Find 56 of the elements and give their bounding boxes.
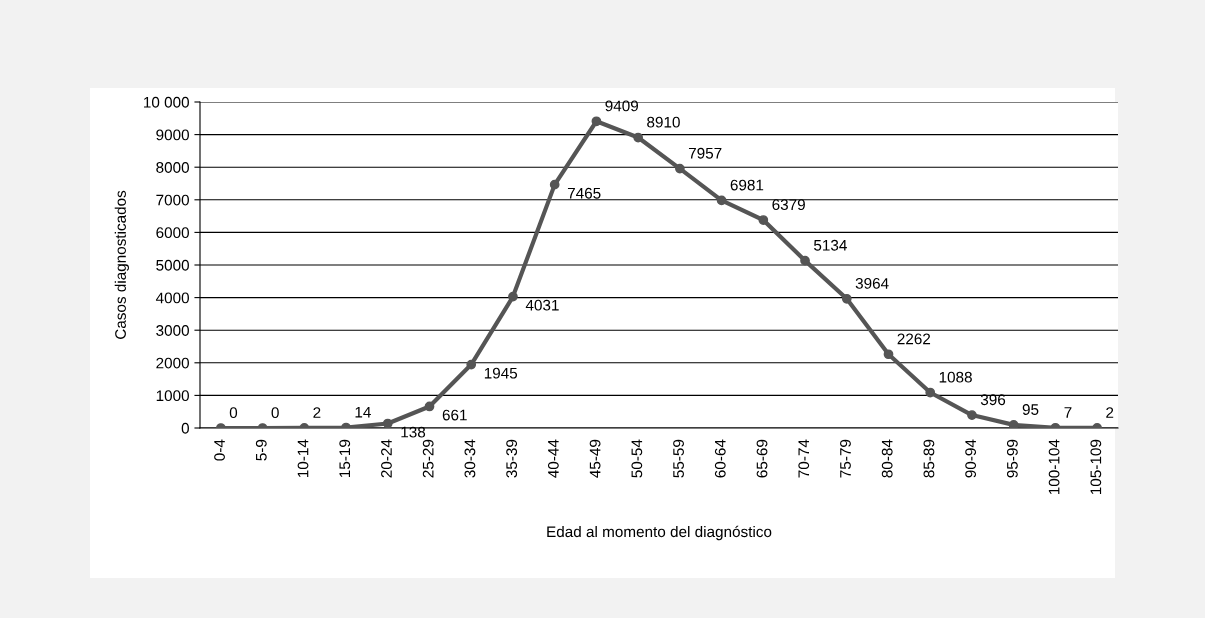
data-label: 1088 xyxy=(939,371,972,383)
data-label: 14 xyxy=(355,406,371,418)
data-label: 2 xyxy=(1106,407,1114,418)
x-tick-label: 10-14 xyxy=(297,439,309,478)
data-label: 138 xyxy=(401,426,426,438)
data-label: 2262 xyxy=(897,333,931,345)
data-label: 7465 xyxy=(567,187,601,199)
data-label: 8910 xyxy=(647,116,680,128)
x-tick-label: 55-59 xyxy=(673,439,684,478)
x-tick-label: 70-74 xyxy=(798,439,810,478)
x-tick-label: 90-94 xyxy=(965,439,977,478)
data-label: 661 xyxy=(442,409,467,421)
x-tick-label: 25-29 xyxy=(422,439,434,478)
x-tick-label: 85-89 xyxy=(923,439,935,478)
y-tick-label: 4000 xyxy=(155,292,189,304)
data-label: 6981 xyxy=(730,179,764,191)
y-tick-label: 3000 xyxy=(156,325,189,336)
x-tick-label: 0-4 xyxy=(214,439,225,461)
y-tick-label: 10 000 xyxy=(144,96,189,108)
x-tick-label: 60-64 xyxy=(714,439,726,478)
y-tick-label: 5000 xyxy=(156,259,189,271)
data-label: 7 xyxy=(1064,407,1072,418)
data-label: 1945 xyxy=(484,367,518,379)
y-tick-label: 6000 xyxy=(156,227,189,239)
data-label: 6379 xyxy=(772,199,805,211)
x-tick-label: 20-24 xyxy=(381,439,392,478)
y-tick-label: 2000 xyxy=(156,357,189,369)
x-tick-label: 40-44 xyxy=(547,439,559,478)
data-label: 4031 xyxy=(525,299,559,311)
x-axis-title: Edad al momento del diagnóstico xyxy=(547,525,772,541)
x-tick-label: 95-99 xyxy=(1006,439,1018,478)
x-tick-label: 45-49 xyxy=(589,439,601,478)
data-label: 9409 xyxy=(605,100,639,112)
x-tick-label: 80-84 xyxy=(881,439,893,478)
x-tick-label: 50-54 xyxy=(631,439,643,478)
x-tick-label: 15-19 xyxy=(339,439,351,478)
x-tick-label: 30-34 xyxy=(464,439,476,478)
x-tick-label: 75-79 xyxy=(840,439,851,478)
x-tick-label: 35-39 xyxy=(506,439,518,478)
x-tick-label: 100-104 xyxy=(1048,439,1060,495)
x-tick-label: 5-9 xyxy=(255,439,267,461)
data-label: 7957 xyxy=(688,147,722,159)
data-label: 2 xyxy=(313,407,321,418)
y-tick-label: 8000 xyxy=(156,162,189,173)
data-label: 0 xyxy=(229,407,238,419)
data-label: 3964 xyxy=(855,277,889,289)
y-tick-label: 7000 xyxy=(156,194,189,206)
y-tick-label: 1000 xyxy=(156,390,189,402)
y-axis-title: Casos diagnosticados xyxy=(114,190,129,339)
y-tick-label: 0 xyxy=(181,422,189,434)
data-label: 0 xyxy=(271,407,279,419)
data-label: 95 xyxy=(1022,404,1039,415)
data-label: 5134 xyxy=(813,239,847,251)
x-tick-label: 65-69 xyxy=(756,439,768,478)
y-tick-label: 9000 xyxy=(156,129,189,141)
x-tick-label: 105-109 xyxy=(1090,439,1102,495)
